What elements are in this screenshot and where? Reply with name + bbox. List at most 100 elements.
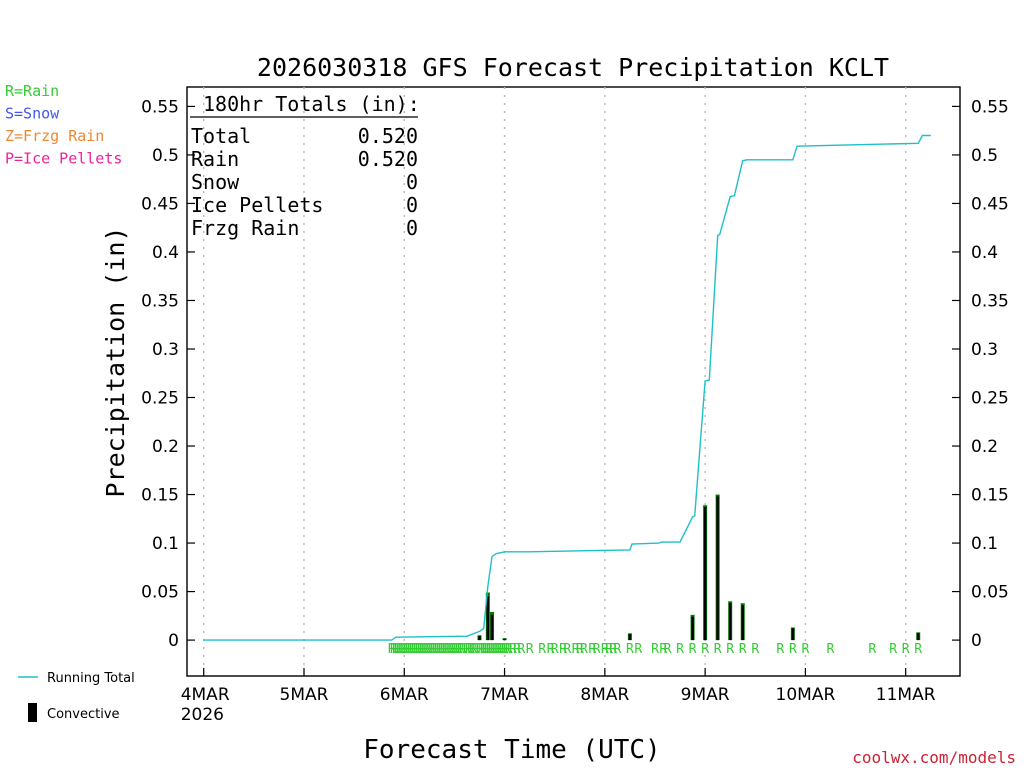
rain-marker: R xyxy=(432,642,440,657)
rain-marker: R xyxy=(499,642,507,657)
rain-marker: R xyxy=(434,642,442,657)
y-tick-label-right: 0.35 xyxy=(971,291,1009,311)
rain-marker: R xyxy=(593,642,601,657)
rain-marker: R xyxy=(659,642,667,657)
rain-marker: R xyxy=(467,642,475,657)
rain-marker: R xyxy=(494,642,502,657)
rain-marker: R xyxy=(572,642,580,657)
rain-marker: R xyxy=(801,642,809,657)
totals-row-label: Rain xyxy=(191,147,239,171)
y-tick-label-right: 0.2 xyxy=(971,437,998,457)
rain-marker: R xyxy=(413,642,421,657)
rain-marker: R xyxy=(490,642,498,657)
x-axis: 4MAR 5MAR 6MAR 7MAR 8MAR 9MAR 10MAR 11MAR 2026 xyxy=(181,668,936,725)
rain-marker: R xyxy=(914,642,922,657)
rain-marker: R xyxy=(563,642,571,657)
convective-bar xyxy=(741,605,744,641)
rain-marker: R xyxy=(751,642,759,657)
rain-marker: R xyxy=(689,642,697,657)
rain-marker: R xyxy=(459,642,467,657)
rain-marker: R xyxy=(457,642,465,657)
rain-marker: R xyxy=(442,642,450,657)
rain-marker: R xyxy=(701,642,709,657)
totals-row-label: Ice Pellets xyxy=(191,193,323,217)
rain-marker: R xyxy=(789,642,797,657)
rain-marker: R xyxy=(605,642,613,657)
rain-marker: R xyxy=(421,642,429,657)
rain-marker: R xyxy=(486,642,494,657)
rain-marker: R xyxy=(609,642,617,657)
y-tick-label-left: 0.4 xyxy=(152,243,179,263)
rain-marker: R xyxy=(398,642,406,657)
rain-marker: R xyxy=(394,642,402,657)
right-y-axis: 0 0.05 0.1 0.15 0.2 0.25 0.3 0.35 0.4 0.45 0.5 0.55 xyxy=(952,97,1009,651)
rain-marker: R xyxy=(501,642,509,657)
y-tick-label-right: 0.5 xyxy=(971,146,998,166)
convective-bar xyxy=(486,596,490,641)
rain-marker: R xyxy=(651,642,659,657)
rain-marker: R xyxy=(405,642,413,657)
rain-marker: R xyxy=(415,642,423,657)
rain-marker: R xyxy=(551,642,559,657)
totals-row-value: 0.520 xyxy=(358,147,418,171)
rain-marker: R xyxy=(453,642,461,657)
y-tick-label-left: 0.55 xyxy=(141,97,179,117)
y-tick-label-left: 0.05 xyxy=(141,583,179,603)
rain-marker: R xyxy=(436,642,444,657)
totals-row-label: Frzg Rain xyxy=(191,216,299,240)
rain-marker: R xyxy=(613,642,621,657)
x-tick-label: 11MAR xyxy=(876,685,936,705)
convective-bar xyxy=(490,614,494,641)
x-tick-label: 10MAR xyxy=(776,685,836,705)
totals-row-label: Snow xyxy=(191,170,240,194)
y-tick-label-right: 0.3 xyxy=(971,340,998,360)
rain-marker: R xyxy=(726,642,734,657)
rain-marker: R xyxy=(664,642,672,657)
precip-type-legend: R=Rain S=Snow Z=Frzg Rain P=Ice Pellets xyxy=(5,82,122,168)
y-tick-label-right: 0.55 xyxy=(971,97,1009,117)
rain-marker: R xyxy=(444,642,452,657)
rain-marker: R xyxy=(476,642,484,657)
totals-header: 180hr Totals (in): xyxy=(203,92,420,116)
totals-row-value: 0.520 xyxy=(358,124,418,148)
rain-marker: R xyxy=(889,642,897,657)
rain-marker: R xyxy=(471,642,479,657)
rain-marker: R xyxy=(428,642,436,657)
plot-frame xyxy=(186,86,961,677)
rain-marker: R xyxy=(478,642,486,657)
y-tick-label-left: 0 xyxy=(168,631,179,651)
rain-marker: R xyxy=(492,642,500,657)
convective-bar xyxy=(716,496,719,641)
precip-type-markers: RRRRRRRRRRRRRRRRRRRRRRRRRRRRRRRRRRRRRRRR… xyxy=(388,642,922,657)
rain-marker: R xyxy=(480,642,488,657)
rain-marker: R xyxy=(400,642,408,657)
rain-marker: R xyxy=(868,642,876,657)
rain-marker: R xyxy=(538,642,546,657)
totals-box: 180hr Totals (in): Total 0.520 Rain 0.520 Sn… xyxy=(190,92,420,240)
rain-marker: R xyxy=(388,642,396,657)
rain-marker: R xyxy=(438,642,446,657)
type-legend-entry: S=Snow xyxy=(5,105,60,123)
y-tick-label-left: 0.5 xyxy=(152,146,179,166)
convective-bar xyxy=(503,639,506,641)
rain-marker: R xyxy=(409,642,417,657)
precipitation-bars xyxy=(477,494,921,641)
rain-marker: R xyxy=(446,642,454,657)
y-tick-label-left: 0.15 xyxy=(141,486,179,506)
y-tick-label-right: 0.45 xyxy=(971,194,1009,214)
rain-marker: R xyxy=(482,642,490,657)
rain-marker: R xyxy=(440,642,448,657)
rain-marker: R xyxy=(517,642,525,657)
x-tick-label: 7MAR xyxy=(480,685,529,705)
convective-bar xyxy=(691,616,694,641)
running-total-line xyxy=(203,134,931,641)
x-tick-label: 4MAR xyxy=(181,685,230,705)
rain-marker: R xyxy=(423,642,431,657)
y-tick-label-right: 0 xyxy=(971,631,982,651)
x-axis-label: Forecast Time (UTC) xyxy=(363,735,660,765)
totals-row-value: 0 xyxy=(406,170,418,194)
convective-bar xyxy=(703,507,707,641)
rain-marker: R xyxy=(448,642,456,657)
rain-marker: R xyxy=(469,642,477,657)
